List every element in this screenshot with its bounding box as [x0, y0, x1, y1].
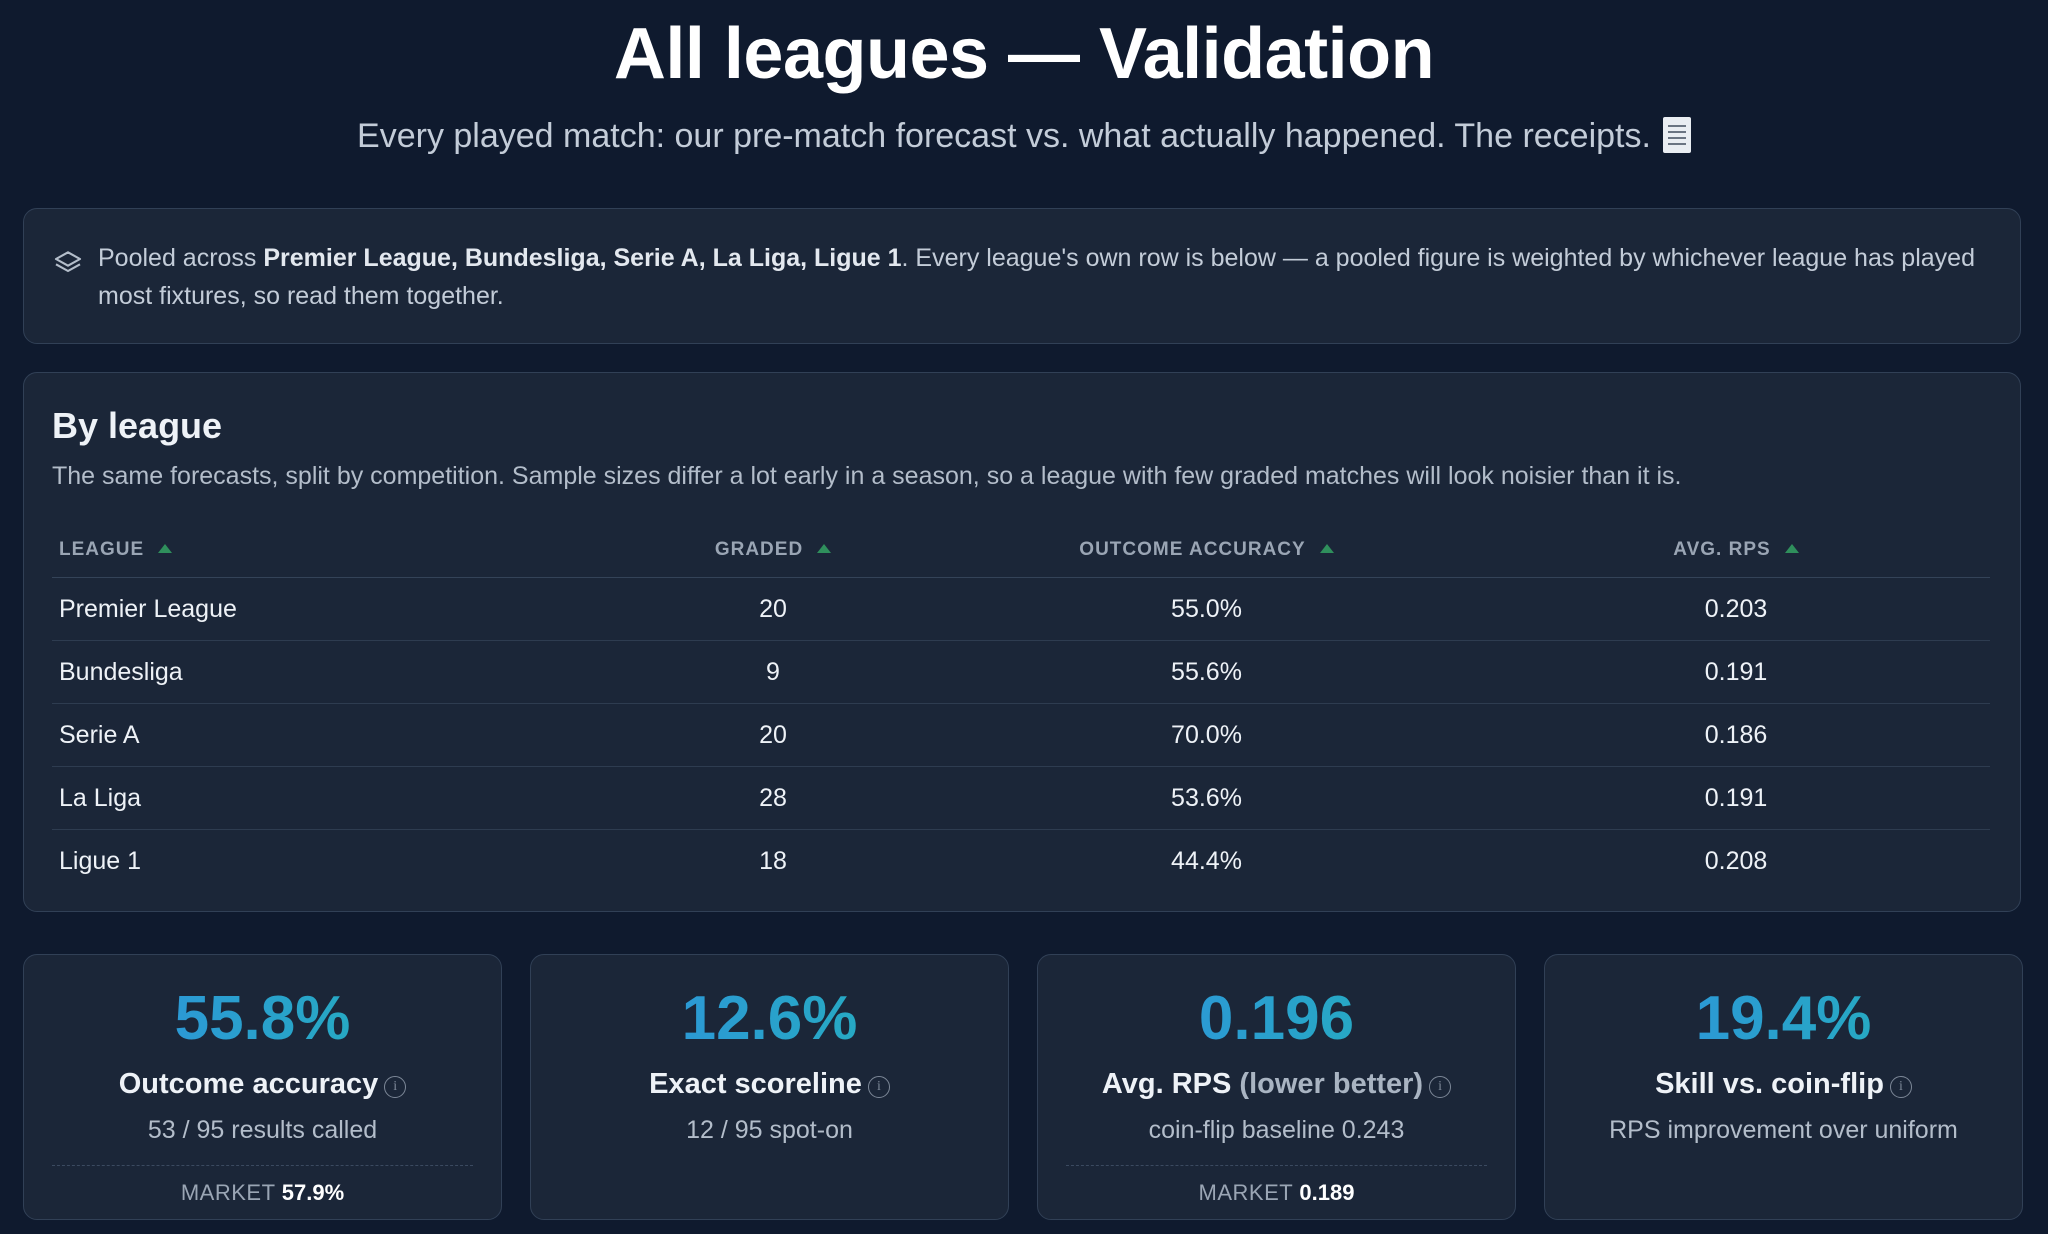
stat-value: 55.8%	[52, 983, 473, 1055]
outcome-accuracy: 70.0%	[931, 703, 1482, 767]
market-comparison: MARKET 57.9%	[180, 1180, 345, 1205]
info-icon[interactable]: i	[1889, 1076, 1912, 1098]
table-row: La Liga 28 53.6% 0.191	[52, 766, 1990, 830]
subtitle-text: Every played match: our pre-match foreca…	[357, 117, 1651, 155]
stat-subtext: 12 / 95 spot-on	[686, 1116, 853, 1144]
info-icon[interactable]: i	[384, 1076, 407, 1098]
market-comparison: MARKET 0.189	[1198, 1180, 1355, 1205]
sort-arrow-icon	[158, 544, 173, 553]
stat-value: 0.196	[1066, 983, 1487, 1055]
sort-arrow-icon	[817, 544, 832, 553]
table-header-row: LEAGUE GRADED OUTCOME ACCURACY AVG. RPS	[52, 523, 1990, 578]
graded-count: 18	[759, 846, 787, 875]
table-row: Bundesliga 9 55.6% 0.191	[52, 640, 1990, 704]
stat-value: 19.4%	[1573, 983, 1994, 1055]
graded-count: 28	[615, 766, 931, 830]
page-subtitle: Every played match: our pre-match foreca…	[0, 114, 2048, 158]
stat-card-exact-scoreline: 12.6% Exact scoreline i 12 / 95 spot-on	[530, 954, 1009, 1220]
stat-label: Exact scoreline i	[559, 1065, 980, 1103]
stat-card-outcome-accuracy: 55.8% Outcome accuracy i 53 / 95 results …	[23, 954, 502, 1220]
info-prefix: Pooled across	[98, 244, 264, 272]
page-title: All leagues — Validation	[613, 14, 1435, 94]
avg-rps: 0.191	[1482, 766, 1990, 830]
avg-rps: 0.186	[1482, 703, 1990, 767]
league-name: La Liga	[52, 766, 615, 830]
column-header-outcome-accuracy[interactable]: OUTCOME ACCURACY	[931, 523, 1482, 578]
info-suffix: . Every league's own row is below — a po…	[98, 244, 1975, 310]
stat-label-note: (lower better)	[1239, 1068, 1424, 1100]
receipt-icon	[1662, 117, 1691, 153]
league-name: Bundesliga	[52, 640, 615, 704]
column-header-graded[interactable]: GRADED	[615, 523, 931, 578]
by-league-card: By league The same forecasts, split by c…	[23, 372, 2021, 912]
league-name: Serie A	[52, 703, 615, 767]
stat-card-avg-rps: 0.196 Avg. RPS (lower better) i coin-flip…	[1037, 954, 1516, 1220]
stat-card-skill-vs-coin-flip: 19.4% Skill vs. coin-flip i RPS improveme…	[1544, 954, 2023, 1220]
stat-label: Skill vs. coin-flip i	[1573, 1065, 1994, 1103]
sort-arrow-icon	[1784, 544, 1799, 553]
column-header-avg-rps[interactable]: AVG. RPS	[1482, 523, 1990, 578]
table-row: Premier League 20 55.0% 0.203	[52, 577, 1990, 641]
outcome-accuracy: 55.6%	[931, 640, 1482, 704]
pooled-info-card: Pooled across Premier League, Bundesliga…	[23, 208, 2021, 344]
league-name: Ligue 1	[59, 846, 142, 875]
avg-rps: 0.208	[1704, 846, 1768, 875]
graded-count: 9	[615, 640, 931, 704]
outcome-accuracy: 55.0%	[931, 577, 1482, 641]
market-value: 0.189	[1299, 1180, 1355, 1205]
info-icon[interactable]: i	[1429, 1076, 1452, 1098]
avg-rps: 0.191	[1482, 640, 1990, 704]
avg-rps: 0.203	[1482, 577, 1990, 641]
stat-subtext: RPS improvement over uniform	[1609, 1116, 1958, 1144]
table-row: Serie A 20 70.0% 0.186	[52, 703, 1990, 767]
stat-label: Avg. RPS (lower better) i	[1066, 1065, 1487, 1103]
graded-count: 20	[615, 577, 931, 641]
league-table: LEAGUE GRADED OUTCOME ACCURACY AVG. RPS …	[52, 523, 1990, 892]
sort-arrow-icon	[1319, 544, 1334, 553]
outcome-accuracy: 44.4%	[1171, 846, 1242, 875]
table-row: Ligue 1 18 44.4% 0.208	[52, 830, 1990, 893]
stat-divider	[52, 1165, 473, 1166]
graded-count: 20	[615, 703, 931, 767]
stat-subtext: 53 / 95 results called	[147, 1116, 378, 1144]
info-icon[interactable]: i	[867, 1076, 890, 1098]
section-title: By league	[52, 405, 223, 446]
stat-value: 12.6%	[559, 983, 980, 1055]
outcome-accuracy: 53.6%	[931, 766, 1482, 830]
section-description: The same forecasts, split by competition…	[52, 462, 1682, 490]
stat-divider	[1066, 1165, 1487, 1166]
layers-icon	[54, 251, 82, 273]
pooled-info-text: Pooled across Premier League, Bundesliga…	[98, 239, 1992, 343]
column-header-league[interactable]: LEAGUE	[52, 523, 615, 578]
league-name: Premier League	[52, 577, 615, 641]
market-value: 57.9%	[281, 1180, 345, 1205]
info-leagues: Premier League, Bundesliga, Serie A, La …	[263, 244, 902, 272]
stat-label: Outcome accuracy i	[52, 1065, 473, 1103]
stat-subtext: coin-flip baseline 0.243	[1148, 1116, 1405, 1144]
